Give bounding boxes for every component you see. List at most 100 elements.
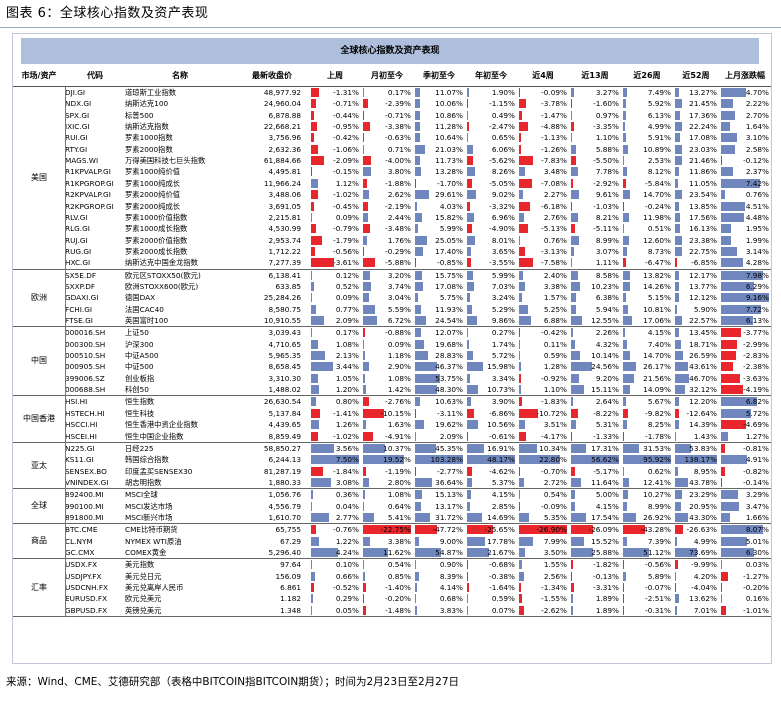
cell-value: 25.88% xyxy=(591,548,619,557)
value-bar xyxy=(311,490,313,500)
cell-value: 18.71% xyxy=(689,339,717,349)
value-bar xyxy=(363,560,364,570)
cell-price: 48,977.92 xyxy=(263,88,301,97)
cell-code: SENSEX.BO xyxy=(65,466,107,476)
cell-name: 纳斯达克100 xyxy=(125,99,169,109)
cell-value: -0.52% xyxy=(333,583,359,593)
cell-value: 2.09% xyxy=(335,316,359,325)
cell-value: 6.72% xyxy=(387,316,411,325)
value-bar xyxy=(311,477,331,487)
cell-value: 1.11% xyxy=(595,258,619,268)
cell-value: 22.80% xyxy=(539,455,567,465)
cell-value: -2.39% xyxy=(385,99,411,109)
cell-value: 1.66% xyxy=(745,512,769,522)
cell-value: 138.17% xyxy=(684,455,717,465)
value-bar xyxy=(519,408,538,418)
cell-value: 3.47% xyxy=(745,501,769,511)
cell-name: 中证500 xyxy=(125,362,154,372)
table-row: GBPUSD.FX 英镑兑美元 1.348 0.05% -1.48% 3.83% 0.07%… xyxy=(13,605,771,616)
cell-value: -6.18% xyxy=(541,201,567,211)
value-bar xyxy=(721,316,753,325)
cell-price: 4,530.99 xyxy=(268,224,302,234)
group-divider xyxy=(13,441,771,443)
cell-value: 12.17% xyxy=(689,270,717,280)
table-row: RUI.GI 罗素1000指数 3,756.96 -0.42% -0.63% 10.64%… xyxy=(13,132,771,143)
cell-value: 73.69% xyxy=(689,548,717,557)
value-bar xyxy=(623,525,645,535)
value-bar xyxy=(571,373,579,383)
table-row: HSCEI.HI 恒生中国企业指数 8,859.49 -1.02% -4.91% 2.09… xyxy=(13,431,771,442)
value-bar xyxy=(467,420,478,430)
table-row: RLV.GI 罗素1000价值指数 2,215.81 0.09% 2.44% 15.82%… xyxy=(13,212,771,223)
cell-value: -1.26% xyxy=(541,144,567,154)
table-row: KS11.GI 韩国综合指数 6,244.13 7.50% 19.52% 103.28% 4… xyxy=(13,454,771,465)
value-bar xyxy=(363,605,366,615)
cell-value: 12.07% xyxy=(435,328,463,338)
cell-value: -1.47% xyxy=(541,110,567,120)
cell-value: 1.89% xyxy=(595,605,619,615)
value-bar xyxy=(519,501,520,511)
cell-value: 5.29% xyxy=(491,304,515,314)
cell-value: -1.13% xyxy=(541,133,567,143)
cell-name: 恒生指数 xyxy=(125,397,155,407)
value-bar xyxy=(675,431,676,441)
value-bar xyxy=(623,362,636,372)
cell-value: 0.17% xyxy=(335,328,359,338)
value-bar xyxy=(415,156,420,166)
cell-value: 1.08% xyxy=(387,373,411,383)
value-bar xyxy=(311,122,317,132)
value-bar xyxy=(721,99,733,109)
group-label: 美国 xyxy=(31,172,47,182)
value-bar xyxy=(675,339,681,349)
value-bar xyxy=(311,258,334,268)
cell-value: -9.99% xyxy=(691,560,717,570)
cell-value: 17.08% xyxy=(689,133,717,143)
cell-name: 罗素1000指数 xyxy=(125,133,173,143)
value-bar xyxy=(519,293,522,303)
value-bar xyxy=(519,178,532,188)
value-bar xyxy=(467,293,470,303)
cell-value: 10.56% xyxy=(487,420,515,430)
cell-value: 7.78% xyxy=(595,167,619,177)
value-bar xyxy=(363,571,365,581)
table-row: HSTECH.HI 恒生科技 5,137.84 -1.41% -10.15% -3.11%… xyxy=(13,408,771,419)
cell-price: 3,488.06 xyxy=(268,190,302,200)
cell-value: 1.55% xyxy=(543,560,567,570)
cell-price: 5,965.35 xyxy=(268,351,302,361)
cell-price: 11,966.24 xyxy=(263,178,301,188)
cell-value: 21.46% xyxy=(689,156,717,166)
value-bar xyxy=(311,281,314,291)
cell-value: 19.62% xyxy=(435,420,463,430)
cell-value: 0.54% xyxy=(543,490,567,500)
cell-value: 13.62% xyxy=(689,594,717,604)
value-bar xyxy=(415,477,432,487)
cell-value: -1.55% xyxy=(541,594,567,604)
value-bar xyxy=(467,224,472,234)
cell-code: CL.NYM xyxy=(65,536,93,546)
value-bar xyxy=(623,443,639,453)
cell-value: 25.05% xyxy=(435,235,463,245)
cell-name: 罗素2000纯价值 xyxy=(125,190,181,200)
value-bar xyxy=(571,594,573,604)
value-bar xyxy=(721,548,754,557)
cell-value: 11.28% xyxy=(435,122,463,132)
group-divider xyxy=(13,326,771,328)
value-bar xyxy=(675,178,678,188)
value-bar xyxy=(721,385,743,395)
value-bar xyxy=(467,246,471,256)
value-bar xyxy=(721,270,763,280)
value-bar xyxy=(467,99,468,109)
table-row: 000688.SH 科创50 1,488.02 1.20% 1.42% 48.30% 10.… xyxy=(13,384,771,395)
cell-name: 欧洲STOXX600(欧元) xyxy=(125,281,199,291)
value-bar xyxy=(519,583,521,593)
value-bar xyxy=(675,99,682,109)
cell-value: 1.10% xyxy=(543,385,567,395)
cell-value: 0.17% xyxy=(387,88,411,97)
group-label: 商品 xyxy=(31,536,47,546)
cell-code: 000905.SH xyxy=(65,362,106,372)
value-bar xyxy=(415,385,437,395)
cell-value: -4.04% xyxy=(691,583,717,593)
value-bar xyxy=(675,270,679,280)
value-bar xyxy=(415,235,427,245)
cell-price: 8,658.45 xyxy=(268,362,302,372)
